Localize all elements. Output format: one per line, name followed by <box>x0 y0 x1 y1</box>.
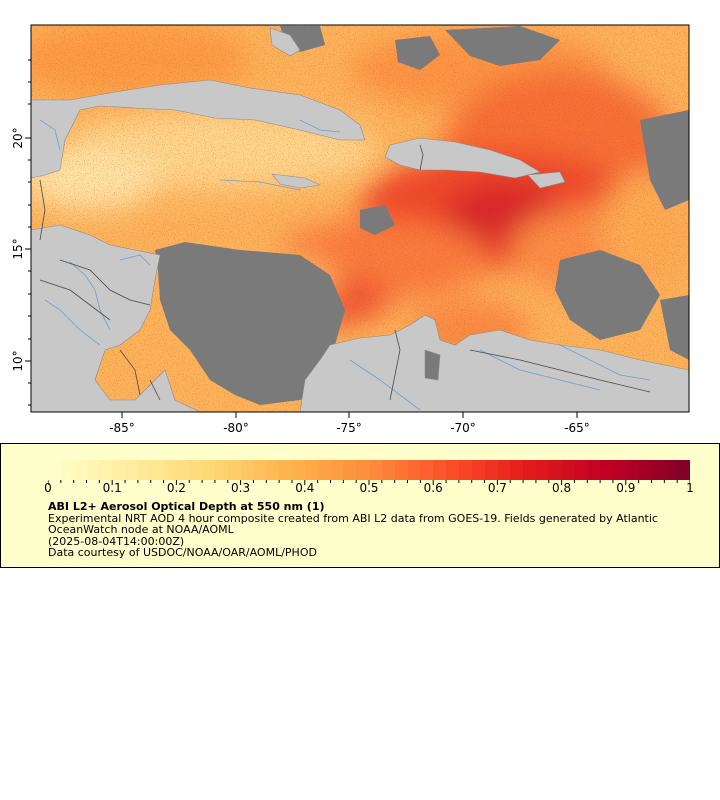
colorbar-label: 0 <box>44 481 52 495</box>
latitude-label: 15° <box>11 238 25 259</box>
colorbar-label: 0.9 <box>616 481 636 495</box>
colorbar-cell <box>330 460 344 480</box>
colorbar-cell <box>137 460 151 480</box>
colorbar-cell <box>677 460 691 480</box>
colorbar-cell <box>394 460 408 480</box>
colorbar-cell <box>240 460 254 480</box>
map-image <box>31 25 689 412</box>
colorbar-cell <box>420 460 434 480</box>
colorbar-cell <box>356 460 370 480</box>
colorbar-cell <box>60 460 74 480</box>
legend-timestamp: (2025-08-04T14:00:00Z) <box>48 534 185 548</box>
colorbar-label: 0.3 <box>231 481 251 495</box>
colorbar-cell <box>497 460 511 480</box>
colorbar-cell <box>163 460 177 480</box>
aod-map: -85° -80° -75° -70° -65° 20° 15° 10° <box>11 24 690 435</box>
colorbar-cell <box>638 460 652 480</box>
colorbar-cell <box>625 460 639 480</box>
colorbar-label: 0.8 <box>552 481 572 495</box>
colorbar-cell <box>446 460 459 480</box>
colorbar-cell <box>150 460 164 480</box>
longitude-label: -85° <box>109 421 135 435</box>
colorbar-cell <box>343 460 357 480</box>
colorbar-cell <box>125 460 138 480</box>
legend-title: ABI L2+ Aerosol Optical Depth at 550 nm … <box>48 500 325 513</box>
colorbar-labels: 0 0.1 0.2 0.3 0.4 0.5 0.6 0.7 0.8 0.9 1 <box>44 481 694 495</box>
colorbar-cell <box>317 460 331 480</box>
colorbar-label: 1 <box>686 481 694 495</box>
colorbar-cell <box>227 460 241 480</box>
colorbar-cell <box>484 460 498 480</box>
longitude-label: -70° <box>450 421 476 435</box>
colorbar-cell <box>86 460 100 480</box>
colorbar-cell <box>73 460 87 480</box>
colorbar <box>48 460 691 480</box>
colorbar-cell <box>369 460 382 480</box>
colorbar-cell <box>253 460 267 480</box>
colorbar-cell <box>202 460 215 480</box>
latitude-label: 10° <box>11 350 25 371</box>
colorbar-cell <box>651 460 665 480</box>
colorbar-label: 0.2 <box>166 481 186 495</box>
longitude-label: -75° <box>336 421 362 435</box>
colorbar-cell <box>433 460 447 480</box>
longitude-axis: -85° -80° -75° -70° -65° <box>109 412 590 435</box>
map-border <box>30 24 690 413</box>
no-data-areas <box>155 26 689 405</box>
colorbar-cell <box>48 460 61 480</box>
colorbar-cell <box>561 460 575 480</box>
colorbar-cell <box>613 460 626 480</box>
colorbar-cell <box>214 460 228 480</box>
borders <box>39 144 651 401</box>
longitude-label: -80° <box>223 421 249 435</box>
latitude-label: 20° <box>11 127 25 148</box>
colorbar-cell <box>292 460 305 480</box>
colorbar-cell <box>112 460 126 480</box>
legend-panel: 0 0.1 0.2 0.3 0.4 0.5 0.6 0.7 0.8 0.9 1 ABI L2+ Ae… <box>0 443 720 568</box>
colorbar-cell <box>548 460 562 480</box>
colorbar-cell <box>471 460 485 480</box>
colorbar-label: 0.1 <box>102 481 122 495</box>
legend-text: ABI L2+ Aerosol Optical Depth at 550 nm … <box>48 501 708 559</box>
colorbar-cell <box>510 460 524 480</box>
colorbar-cell <box>189 460 203 480</box>
colorbar-cell <box>381 460 395 480</box>
legend-credit: Data courtesy of USDOC/NOAA/OAR/AOML/PHO… <box>48 546 317 559</box>
colorbar-cell <box>574 460 588 480</box>
map-figure: -85° -80° -75° -70° -65° 20° 15° 10° <box>11 24 690 435</box>
colorbar-cell <box>99 460 113 480</box>
longitude-label: -65° <box>564 421 590 435</box>
colorbar-cell <box>304 460 318 480</box>
colorbar-cell <box>176 460 190 480</box>
colorbar-cell <box>266 460 280 480</box>
colorbar-cell <box>459 460 472 480</box>
colorbar-cell <box>600 460 614 480</box>
colorbar-cell <box>664 460 678 480</box>
colorbar-cell <box>279 460 293 480</box>
latitude-axis: 20° 15° 10° <box>11 59 31 406</box>
colorbar-ticks <box>48 480 690 485</box>
colorbar-label: 0.5 <box>359 481 379 495</box>
legend-description: Experimental NRT AOD 4 hour composite cr… <box>48 511 658 536</box>
colorbar-cell <box>407 460 421 480</box>
colorbar-label: 0.6 <box>423 481 443 495</box>
colorbar-label: 0.4 <box>295 481 315 495</box>
colorbar-label: 0.7 <box>487 481 507 495</box>
colorbar-cell <box>587 460 601 480</box>
rivers <box>39 119 651 411</box>
colorbar-cell <box>536 460 549 480</box>
colorbar-cell <box>523 460 537 480</box>
